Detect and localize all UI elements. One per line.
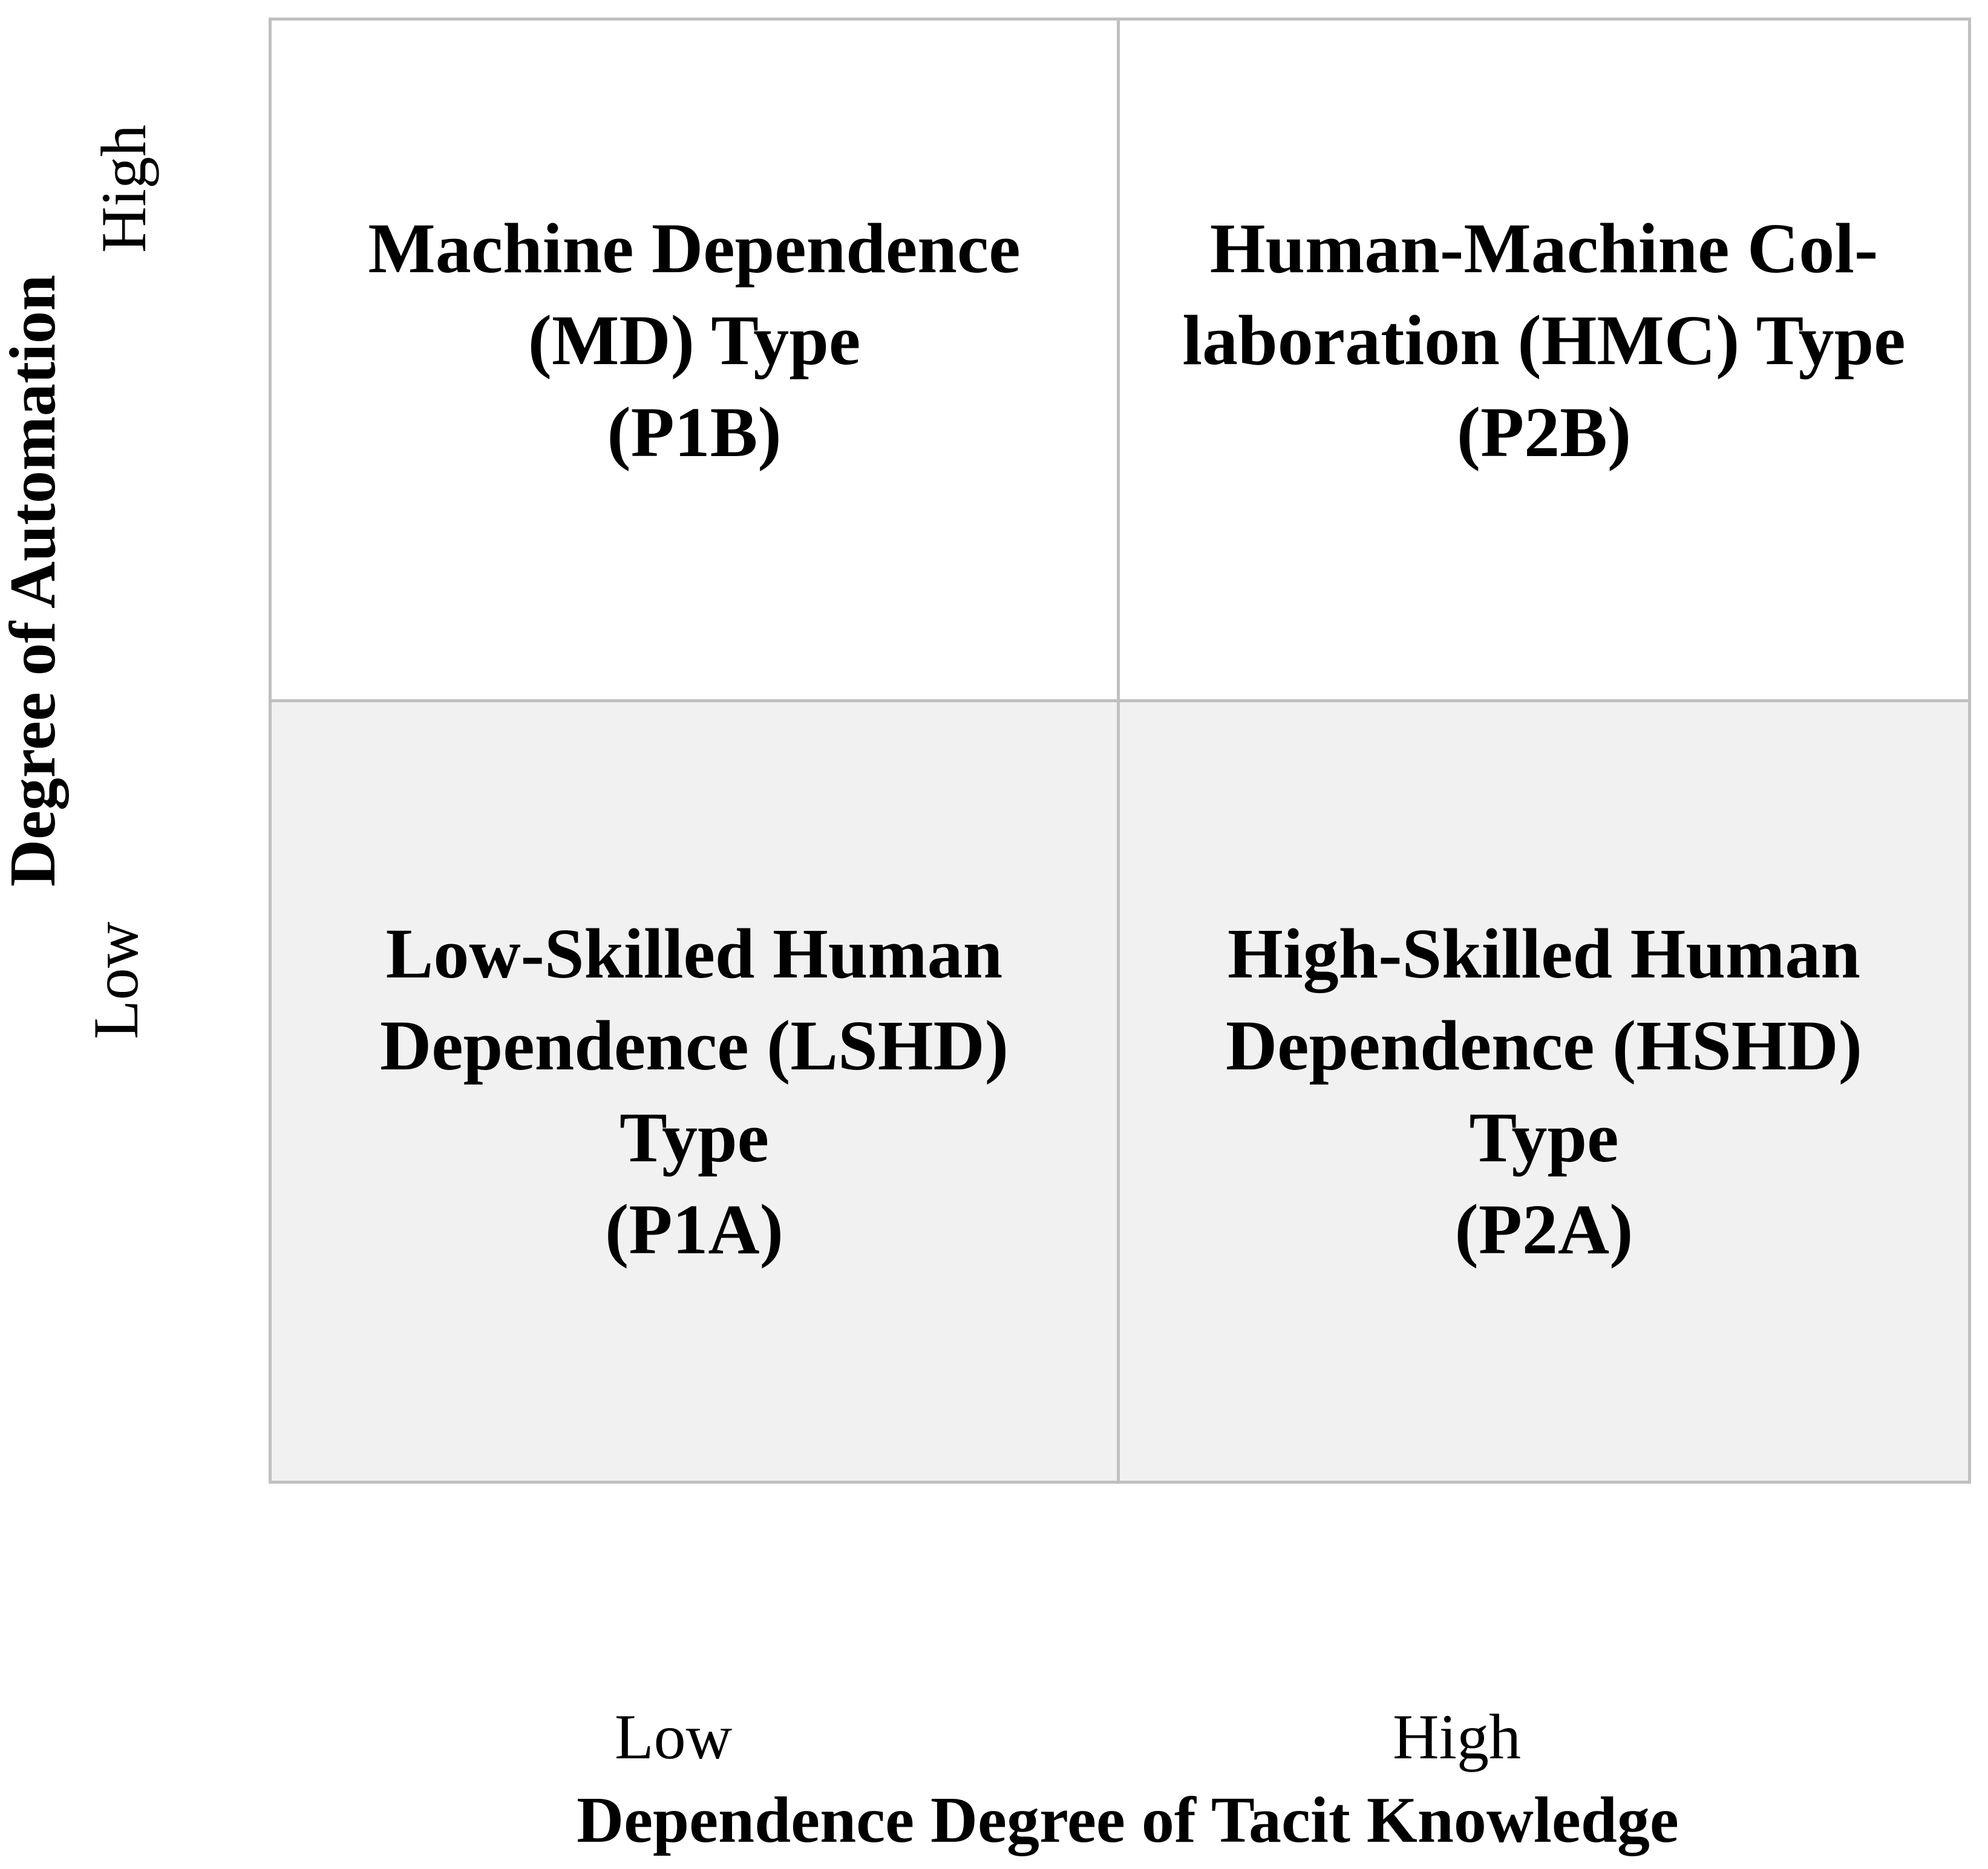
x-axis-tick-high: High xyxy=(1393,1701,1521,1772)
quadrant-line: laboration (HMC) Type xyxy=(1182,301,1906,380)
x-axis-label: Dependence Degree of Tacit Knowledge xyxy=(577,1784,1679,1856)
quadrant-line: (P1A) xyxy=(605,1189,783,1269)
quadrant-low-skilled-human-dependence: Low-Skilled Human Dependence (LSHD) Type… xyxy=(272,702,1117,1481)
quadrant-line: Machine Dependence xyxy=(368,209,1021,288)
quadrant-text: Low-Skilled Human Dependence (LSHD) Type… xyxy=(380,908,1009,1276)
quadrant-text: Human-Machine Col- laboration (HMC) Type… xyxy=(1182,203,1905,478)
x-axis-tick-low: Low xyxy=(614,1701,733,1772)
quadrant-text: High-Skilled Human Dependence (HSHD) Typ… xyxy=(1226,908,1862,1276)
y-axis-tick-high: High xyxy=(88,125,159,253)
quadrant-human-machine-collaboration: Human-Machine Col- laboration (HMC) Type… xyxy=(1120,21,1968,699)
quadrant-machine-dependence: Machine Dependence (MD) Type (P1B) xyxy=(272,21,1117,699)
y-axis-label: Degree of Automation xyxy=(0,275,69,887)
quadrant-line: Human-Machine Col- xyxy=(1209,209,1878,288)
y-axis-tick-low: Low xyxy=(80,921,151,1040)
quadrant-line: Type xyxy=(1469,1097,1619,1177)
quadrant-text: Machine Dependence (MD) Type (P1B) xyxy=(368,203,1020,478)
quadrant-line: (MD) Type xyxy=(528,301,861,380)
quadrant-line: High-Skilled Human xyxy=(1228,913,1860,993)
quadrant-line: Low-Skilled Human xyxy=(385,913,1003,993)
quadrant-line: (P2A) xyxy=(1454,1189,1633,1269)
quadrant-line: Type xyxy=(620,1097,769,1177)
quadrant-line: (P1B) xyxy=(607,393,782,472)
quadrant-matrix: Machine Dependence (MD) Type (P1B) Human… xyxy=(269,18,1971,1484)
quadrant-line: Dependence (LSHD) xyxy=(379,1005,1009,1085)
quadrant-line: Dependence (HSHD) xyxy=(1225,1005,1863,1085)
quadrant-high-skilled-human-dependence: High-Skilled Human Dependence (HSHD) Typ… xyxy=(1120,702,1968,1481)
quadrant-line: (P2B) xyxy=(1456,393,1632,472)
